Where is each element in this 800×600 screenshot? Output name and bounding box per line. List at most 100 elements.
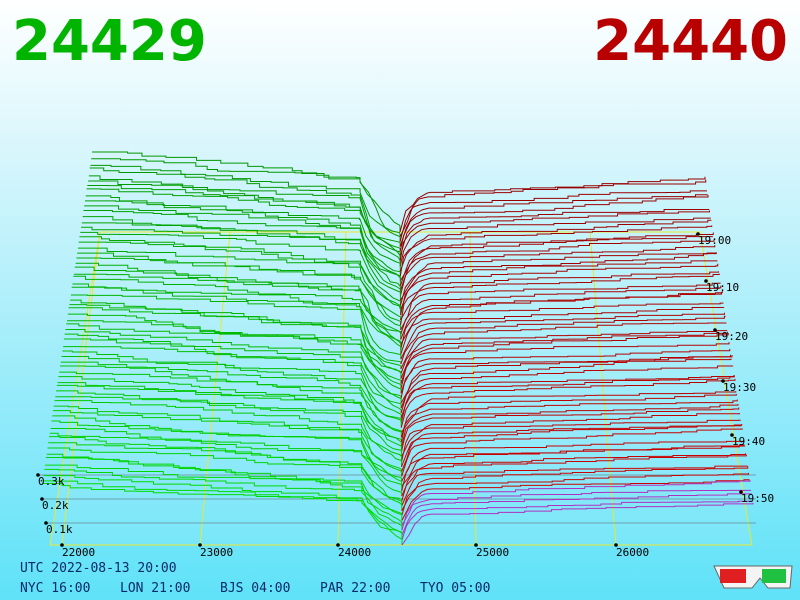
bid-depth-line: [74, 266, 402, 340]
bid-depth-line: [83, 210, 401, 286]
ask-depth-line: [400, 378, 736, 428]
ask-depth-line: [399, 236, 713, 282]
ask-depth-line: [400, 282, 721, 331]
ask-depth-line: [400, 285, 722, 335]
price-label: 24000: [338, 546, 371, 559]
ask-depth-line: [401, 423, 743, 472]
bid-depth-line: [56, 390, 402, 457]
ask-depth-line: [400, 315, 726, 365]
ask-depth-line: [399, 225, 713, 277]
ask-depth-line: [400, 419, 741, 462]
ask-depth-line: [400, 322, 727, 370]
ask-depth-line: [401, 502, 754, 546]
bid-depth-line: [69, 304, 402, 374]
bid-depth-line: [43, 475, 403, 536]
ask-depth-line: [400, 271, 719, 321]
clock: TYO 05:00: [420, 581, 490, 596]
time-label: 19:50: [741, 492, 774, 505]
bid-depth-line: [74, 273, 402, 345]
bid-depth-line: [47, 447, 403, 511]
ask-depth-line: [401, 480, 751, 526]
price-tick: [198, 543, 202, 547]
ask-depth-line: [400, 391, 737, 433]
bid-depth-line: [81, 226, 401, 301]
depth-label: 0.1k: [46, 523, 73, 536]
ask-depth-line: [399, 219, 712, 272]
ask-depth-line: [399, 252, 717, 306]
depth-lines: [42, 151, 754, 546]
ask-depth-line: [400, 306, 725, 355]
ask-depth-line: [400, 375, 735, 423]
ask-depth-line: [399, 245, 716, 296]
ask-depth-line: [399, 208, 710, 257]
bid-depth-line: [91, 158, 401, 237]
bid-depth-line: [72, 283, 402, 355]
bid-depth-line: [42, 480, 403, 541]
depth-label: 0.2k: [42, 499, 69, 512]
time-tick: [704, 279, 708, 283]
bid-depth-line: [70, 294, 402, 365]
price-grid-line: [199, 231, 231, 546]
price-tick: [336, 543, 340, 547]
ask-depth-line: [399, 176, 706, 233]
price-tick: [614, 543, 618, 547]
ask-depth-line: [401, 453, 746, 497]
ask-depth-line: [399, 194, 708, 247]
bid-depth-line: [64, 333, 402, 404]
ask-depth-line: [401, 440, 744, 482]
time-tick: [696, 232, 700, 236]
ask-depth-line: [400, 331, 728, 379]
bid-depth-line: [90, 164, 401, 242]
glasses-red-lens: [720, 569, 746, 583]
bid-depth-line: [63, 338, 402, 409]
ask-depth-line: [400, 312, 725, 360]
ask-price: 24440: [593, 9, 788, 74]
ask-depth-line: [401, 472, 749, 516]
time-label: 19:20: [715, 330, 748, 343]
ask-depth-line: [401, 466, 749, 512]
ask-depth-line: [401, 445, 746, 492]
ask-depth-line: [400, 404, 739, 448]
bid-depth-line: [49, 432, 403, 497]
utc-time: UTC 2022-08-13 20:00: [20, 561, 177, 576]
clock: BJS 04:00: [220, 581, 290, 596]
ask-depth-line: [400, 407, 740, 453]
bid-depth-line: [45, 464, 403, 526]
ask-depth-line: [400, 260, 718, 311]
time-tick: [730, 433, 734, 437]
ask-depth-line: [400, 413, 740, 458]
clock: NYC 16:00: [20, 581, 90, 596]
bid-depth-line: [42, 482, 403, 545]
ask-depth-line: [400, 399, 738, 443]
bid-depth-line: [76, 257, 402, 330]
time-label: 19:30: [723, 381, 756, 394]
price-label: 25000: [476, 546, 509, 559]
ask-depth-line: [400, 292, 722, 340]
bid-depth-line: [68, 307, 402, 379]
bid-depth-line: [51, 420, 403, 487]
ask-depth-line: [400, 252, 716, 301]
ask-depth-line: [401, 489, 752, 531]
bid-depth-line: [56, 384, 402, 453]
depth-tick: [44, 521, 48, 525]
ask-depth-line: [400, 263, 719, 316]
bid-depth-line: [50, 427, 403, 492]
bid-depth-line: [44, 468, 403, 531]
time-tick: [739, 490, 743, 494]
price-label: 23000: [200, 546, 233, 559]
glasses-green-lens: [762, 569, 786, 583]
bid-depth-line: [54, 400, 402, 467]
ask-depth-line: [399, 179, 707, 238]
bid-depth-line: [48, 442, 403, 506]
price-tick: [60, 543, 64, 547]
ask-depth-line: [401, 428, 743, 477]
clock: LON 21:00: [120, 581, 190, 596]
ask-depth-line: [401, 465, 748, 507]
ask-depth-line: [400, 302, 724, 350]
bid-depth-line: [77, 252, 402, 325]
ask-depth-line: [401, 444, 745, 487]
bid-depth-line: [53, 405, 403, 472]
bid-depth-line: [59, 371, 402, 438]
time-label: 19:10: [706, 281, 739, 294]
price-grid-line: [589, 231, 617, 546]
